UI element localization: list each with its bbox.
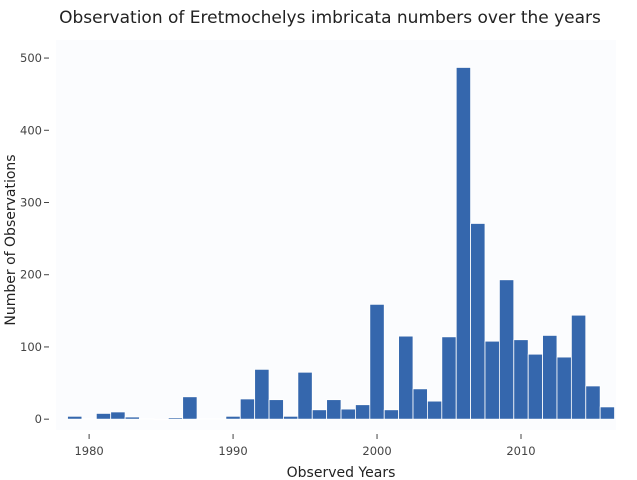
bar-2000 <box>369 303 385 420</box>
bar-2011 <box>527 353 543 420</box>
bar-1991 <box>239 398 256 420</box>
bar-2015 <box>585 385 601 420</box>
bar-1980 <box>81 418 97 420</box>
x-tick-label-1990: 1990 <box>218 444 247 458</box>
bar-1996 <box>311 409 328 420</box>
bar-1997 <box>326 399 342 420</box>
bar-2005 <box>441 336 457 420</box>
bar-1989 <box>211 418 227 420</box>
bar-1986 <box>167 417 184 420</box>
bar-1999 <box>355 404 371 420</box>
bar-1979 <box>67 415 83 420</box>
bar-1983 <box>124 416 140 420</box>
bar-1984 <box>139 418 155 420</box>
y-tick-label-200: 200 <box>20 268 42 282</box>
bar-1982 <box>110 411 126 420</box>
bar-2010 <box>513 339 529 420</box>
y-axis-label: Number of Observations <box>3 154 19 325</box>
y-tick-label-0: 0 <box>35 412 42 426</box>
bar-1985 <box>153 418 169 421</box>
bar-2014 <box>570 314 587 420</box>
bar-1981 <box>95 412 112 420</box>
y-axis: 0 100 200 300 400 500 <box>20 51 49 426</box>
bar-1994 <box>283 415 299 420</box>
bar-1993 <box>268 399 284 420</box>
bar-2012 <box>542 334 558 420</box>
y-tick-label-400: 400 <box>20 123 42 137</box>
bar-2006 <box>455 67 472 420</box>
bar-1990 <box>225 415 241 420</box>
bars-group <box>67 67 615 421</box>
y-tick-label-500: 500 <box>20 51 42 65</box>
bar-2001 <box>383 409 400 420</box>
bar-2004 <box>427 400 443 420</box>
x-tick-label-2010: 2010 <box>506 444 535 458</box>
chart-title: Observation of Eretmochelys imbricata nu… <box>59 8 601 28</box>
x-tick-label-2000: 2000 <box>362 444 391 458</box>
bar-2002 <box>398 335 414 420</box>
bar-1987 <box>182 396 198 420</box>
x-axis-label: Observed Years <box>287 465 396 480</box>
bar-2016 <box>599 406 615 420</box>
bar-1988 <box>196 418 212 420</box>
bar-2008 <box>484 340 500 420</box>
y-tick-label-300: 300 <box>20 196 42 210</box>
x-axis: 1980 1990 2000 2010 <box>74 434 536 458</box>
bar-2007 <box>470 223 486 420</box>
bar-2013 <box>556 356 572 420</box>
bar-1992 <box>254 368 270 420</box>
bar-1995 <box>297 371 313 420</box>
x-tick-label-1980: 1980 <box>74 444 103 458</box>
bar-1998 <box>340 408 356 420</box>
bar-2003 <box>412 388 428 420</box>
bar-2009 <box>498 279 515 420</box>
y-tick-label-100: 100 <box>20 340 42 354</box>
